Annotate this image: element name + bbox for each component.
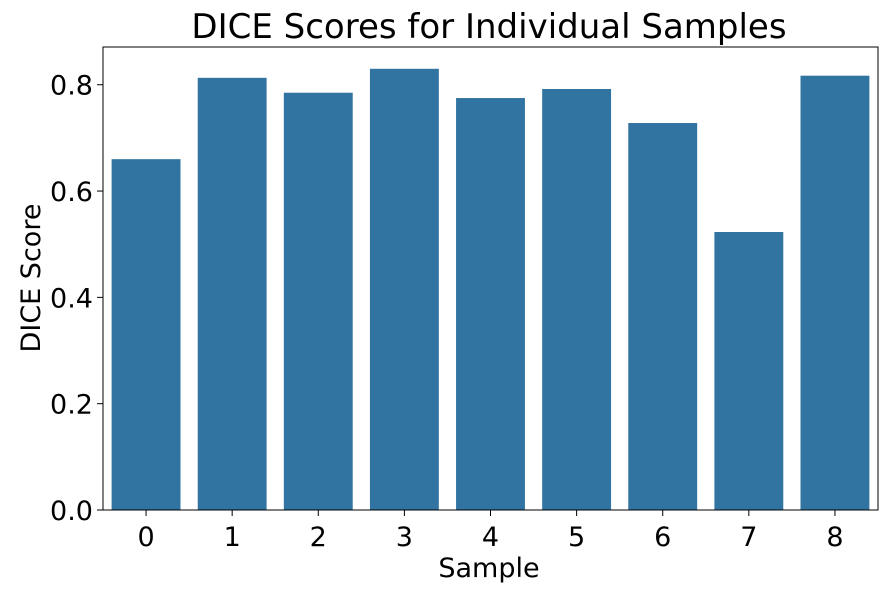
x-tick-label: 0	[137, 522, 154, 553]
bar-sample-4	[456, 98, 525, 510]
x-tick-label: 1	[224, 522, 241, 553]
bar-sample-8	[800, 75, 870, 510]
x-tick-label: 6	[654, 522, 671, 553]
y-axis-label: DICE Score	[16, 204, 47, 353]
bar-sample-7	[714, 231, 784, 511]
bars-group	[111, 68, 870, 511]
bar-sample-6	[628, 123, 698, 510]
y-tick-label: 0.2	[50, 390, 93, 421]
bar-sample-1	[197, 77, 267, 510]
x-ticks-group: 0 1 2 3 4 5 6 7 8	[137, 510, 844, 553]
x-tick-label: 5	[568, 522, 585, 553]
y-tick-label: 0.4	[50, 283, 93, 314]
plot-frame	[102, 46, 879, 511]
bar-sample-2	[283, 92, 353, 510]
y-tick-label: 0.6	[50, 177, 93, 208]
y-tick-label: 0.8	[50, 71, 93, 102]
y-tick-label: 0.0	[50, 496, 93, 527]
bar-sample-5	[542, 88, 612, 511]
x-axis-label: Sample	[438, 553, 539, 584]
bar-sample-0	[111, 159, 181, 510]
x-tick-label: 8	[826, 522, 843, 553]
bar-sample-3	[369, 68, 439, 510]
x-tick-label: 2	[310, 522, 327, 553]
chart-title: DICE Scores for Individual Samples	[191, 7, 786, 47]
y-ticks-group: 0.0 0.2 0.4 0.6 0.8	[50, 71, 103, 527]
x-tick-label: 4	[482, 522, 499, 553]
x-tick-label: 7	[740, 522, 757, 553]
x-tick-label: 3	[396, 522, 413, 553]
